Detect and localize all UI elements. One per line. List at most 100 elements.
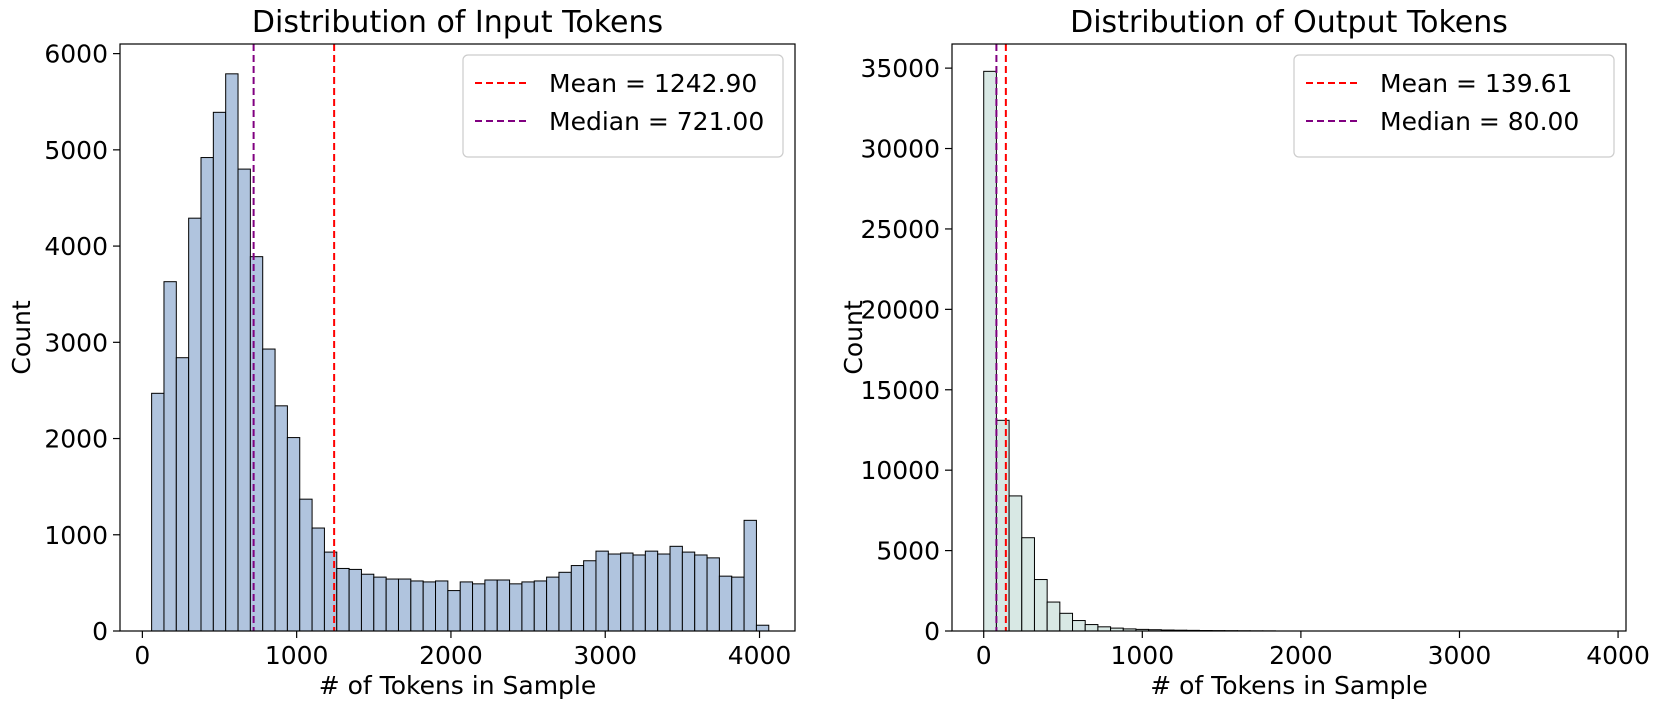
y-tick-label: 6000 (44, 40, 108, 69)
histogram-bar (983, 70, 997, 632)
x-tick-label: 4000 (1586, 641, 1650, 670)
histogram-bar (311, 527, 325, 632)
x-tick-label: 4000 (728, 641, 792, 670)
histogram-bar (422, 581, 437, 632)
y-tick-label: 15000 (860, 376, 940, 405)
histogram-bar (1084, 624, 1099, 632)
y-tick-label: 0 (924, 617, 940, 646)
histogram-bar (669, 545, 683, 632)
legend: Mean = 1242.90 Median = 721.00 (462, 54, 784, 158)
histogram-bar (533, 580, 548, 632)
y-tick-label: 4000 (44, 232, 108, 261)
histogram-bar (1059, 612, 1074, 632)
histogram-bar (995, 419, 1010, 632)
histogram-bar (151, 392, 165, 632)
x-tick-label: 0 (976, 641, 992, 670)
histogram-bar (175, 357, 190, 632)
plot-frame (951, 43, 1627, 632)
histogram-bar (459, 581, 474, 632)
histogram-bar (1097, 626, 1112, 632)
x-axis-label: # of Tokens in Sample (319, 671, 597, 700)
histogram-bar (509, 583, 523, 632)
histogram-bar (385, 578, 399, 632)
x-tick-label: 3000 (573, 641, 637, 670)
y-tick-label: 10000 (860, 456, 940, 485)
histogram-bar (225, 73, 239, 632)
histogram-bar (286, 437, 301, 632)
x-tick-label: 2000 (419, 641, 483, 670)
histogram-bar (595, 550, 609, 632)
histogram-bar (249, 256, 264, 632)
histogram-bar (570, 565, 585, 632)
histogram-bar (274, 405, 288, 632)
histogram-bar (237, 168, 251, 632)
x-tick-label: 1000 (265, 641, 329, 670)
y-tick-label: 3000 (44, 328, 108, 357)
histogram-bar (373, 576, 387, 632)
histogram-bar (435, 580, 449, 632)
histogram-bar (657, 553, 671, 632)
histogram-bar (1021, 537, 1035, 632)
histogram-bar (644, 550, 659, 632)
histogram-bar (706, 557, 720, 632)
x-tick-label: 1000 (1110, 641, 1174, 670)
histogram-bar (1033, 579, 1048, 632)
histogram-bar (188, 217, 202, 632)
histogram-bar (694, 554, 708, 632)
histogram-bar (360, 573, 375, 632)
x-tick-label: 3000 (1428, 641, 1492, 670)
histogram-bar (397, 578, 412, 632)
histogram-bar (718, 575, 733, 632)
histogram-bar (410, 580, 424, 632)
histogram-bar (681, 551, 696, 632)
histogram-bar (1046, 601, 1061, 632)
chart-title: Distribution of Input Tokens (252, 5, 663, 40)
histogram-bar (200, 157, 214, 632)
histogram-bar (447, 590, 461, 632)
histogram-bar (484, 579, 498, 632)
y-tick-label: 5000 (876, 537, 940, 566)
x-tick-label: 0 (134, 641, 150, 670)
y-tick-label: 30000 (860, 135, 940, 164)
histogram-bar (731, 576, 745, 632)
y-tick-label: 1000 (44, 521, 108, 550)
legend-box (1293, 54, 1615, 158)
x-tick-label: 2000 (1269, 641, 1333, 670)
histogram-bar (607, 553, 622, 632)
y-tick-label: 0 (92, 617, 108, 646)
histogram-bar (620, 552, 634, 632)
histogram-bar (299, 498, 313, 632)
legend-mean-label: Mean = 139.61 (1380, 69, 1572, 98)
y-tick-label: 20000 (860, 295, 940, 324)
histogram-bar (521, 581, 535, 632)
y-tick-label: 5000 (44, 136, 108, 165)
legend-mean-label: Mean = 1242.90 (549, 69, 757, 98)
histogram-bar (558, 571, 572, 632)
histogram-bar (1008, 495, 1023, 632)
legend: Mean = 139.61 Median = 80.00 (1293, 54, 1615, 158)
histogram-bar (743, 519, 757, 632)
histogram-bar (262, 348, 276, 632)
histogram-bar (336, 567, 350, 632)
plot-frame (119, 43, 796, 632)
histogram-bar (472, 583, 486, 632)
y-axis-label: Count (839, 300, 868, 374)
histogram-bar (583, 560, 597, 632)
histogram-bar (496, 579, 511, 632)
chart-1: 0 1000 2000 3000 4000 0 1000 2000 3000 4000 5000 60… (7, 5, 796, 700)
histogram-bar (546, 576, 560, 632)
histogram-bar (212, 111, 227, 632)
histogram-bar (1072, 620, 1086, 632)
histogram-bar (348, 568, 362, 632)
chart-title: Distribution of Output Tokens (1070, 5, 1508, 40)
y-tick-label: 25000 (860, 215, 940, 244)
legend-median-label: Median = 721.00 (549, 107, 764, 136)
legend-median-label: Median = 80.00 (1380, 107, 1579, 136)
chart-2: 0 1000 2000 3000 4000 0 5000 10000 15000 20000 250… (839, 5, 1650, 700)
histogram-bar (632, 554, 646, 632)
y-tick-label: 35000 (860, 54, 940, 83)
y-axis-label: Count (7, 300, 36, 374)
legend-box (462, 54, 784, 158)
y-tick-label: 2000 (44, 425, 108, 454)
